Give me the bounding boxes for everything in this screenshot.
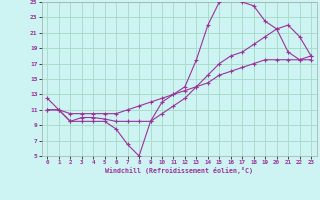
X-axis label: Windchill (Refroidissement éolien,°C): Windchill (Refroidissement éolien,°C) xyxy=(105,167,253,174)
